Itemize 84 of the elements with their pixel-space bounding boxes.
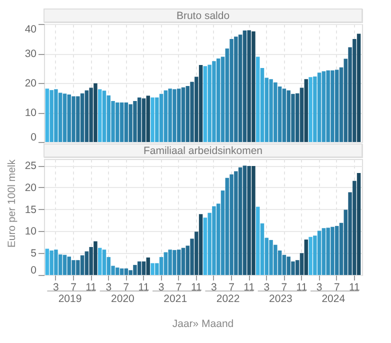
x-tick-label: 7 [334, 282, 340, 294]
bar [137, 261, 142, 275]
y-tick-label: 0 [30, 264, 37, 276]
bar [80, 255, 84, 275]
chart-title: Bruto saldo [176, 10, 230, 22]
x-tick-label: 7 [123, 282, 130, 294]
bar [94, 241, 98, 275]
bar [291, 261, 295, 275]
text: 2019 [58, 293, 82, 305]
y-tick-label: 25 [24, 160, 37, 172]
bar [286, 256, 290, 275]
bar [89, 246, 93, 275]
bar [352, 180, 356, 275]
bar [142, 261, 146, 275]
x-tick-label: 11 [348, 282, 360, 294]
bar [238, 167, 242, 275]
bar [133, 264, 137, 275]
text: 2024 [322, 293, 346, 305]
x-tick-label: 7 [281, 282, 288, 294]
bar [150, 263, 154, 275]
bar [339, 222, 344, 275]
bar [194, 232, 198, 275]
bar [308, 236, 312, 275]
x-tick-label: 11 [244, 282, 255, 294]
text: 2020 [111, 293, 135, 305]
bar [120, 268, 124, 275]
bar [45, 248, 50, 275]
x-tick-label: 11 [86, 282, 97, 294]
bar [344, 210, 348, 275]
bar [128, 270, 132, 275]
y-tick-label: 5 [30, 248, 37, 260]
y-tick-label: 0 [30, 132, 37, 144]
x-tick-label: 7 [176, 282, 182, 294]
bar [304, 240, 308, 275]
x-tick-label: 3 [264, 282, 270, 294]
bar [300, 253, 304, 275]
bar [198, 214, 203, 275]
bar [181, 248, 186, 275]
bar [186, 246, 190, 275]
bar [164, 252, 168, 275]
x-tick-label: 7 [70, 282, 77, 294]
y-tick-label: 20 [24, 78, 37, 90]
bar [260, 223, 264, 275]
y-tick-label: 30 [24, 48, 37, 60]
text: 2023 [269, 293, 293, 305]
y-tick-label: 15 [24, 204, 37, 216]
bar [84, 251, 89, 275]
x-tick-label: 3 [316, 282, 322, 294]
bar [348, 192, 352, 275]
bar [146, 257, 150, 275]
bar [256, 206, 260, 275]
y-tick-label: 40 [24, 24, 37, 36]
bar [124, 268, 128, 275]
x-tick-label: 3 [158, 282, 164, 294]
bar [317, 230, 322, 275]
chart-title: Familiaal arbeidsinkomen [143, 145, 263, 157]
x-tick-label: 3 [53, 282, 60, 294]
text: 2022 [216, 293, 240, 305]
y-axis-title: Euro per 100l melk [6, 158, 18, 248]
y-tick-label: 10 [24, 107, 37, 119]
bar [296, 260, 300, 275]
y-tick-label: 20 [24, 182, 37, 194]
bar [242, 166, 247, 275]
x-axis-title: Jaar» Maand [172, 318, 234, 330]
bar [247, 166, 251, 275]
y-tick-label: 10 [24, 226, 37, 238]
x-tick-label: 7 [228, 282, 235, 294]
bar [225, 178, 230, 275]
x-tick-label: 11 [190, 282, 202, 294]
bar [356, 173, 361, 275]
bar [98, 248, 102, 275]
bar [102, 250, 106, 275]
bar [282, 254, 286, 275]
bar [190, 238, 194, 275]
x-tick-label: 3 [211, 282, 218, 294]
x-tick-label: 11 [138, 282, 150, 294]
bar [203, 218, 208, 275]
bar [252, 166, 256, 275]
text: 2021 [164, 293, 188, 305]
x-tick-label: 3 [106, 282, 112, 294]
bar [176, 250, 181, 275]
bar [322, 228, 326, 275]
bar [62, 254, 67, 275]
x-tick-label: 11 [296, 282, 308, 294]
